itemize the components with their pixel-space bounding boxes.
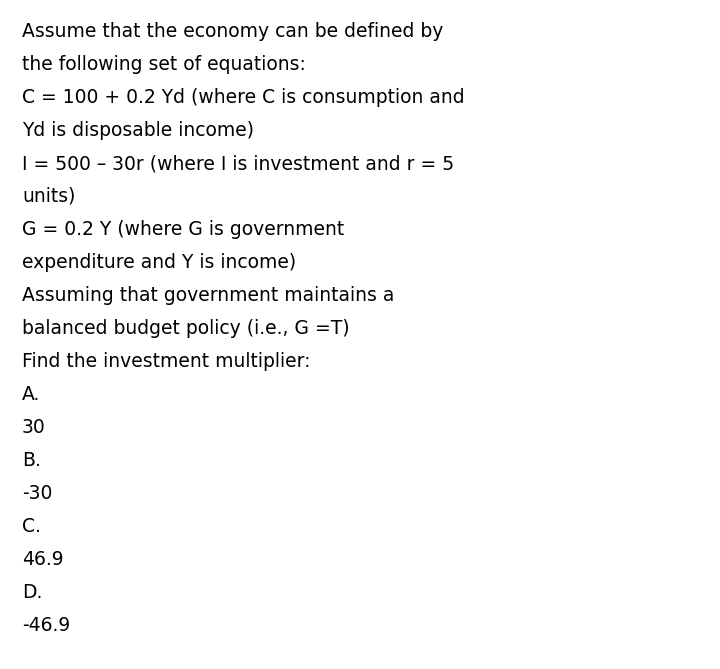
- Text: C.: C.: [22, 517, 41, 536]
- Text: I = 500 – 30r (where I is investment and r = 5: I = 500 – 30r (where I is investment and…: [22, 154, 454, 173]
- Text: Assume that the economy can be defined by: Assume that the economy can be defined b…: [22, 22, 444, 41]
- Text: expenditure and Y is income): expenditure and Y is income): [22, 253, 296, 272]
- Text: units): units): [22, 187, 76, 206]
- Text: Assuming that government maintains a: Assuming that government maintains a: [22, 286, 395, 305]
- Text: A.: A.: [22, 385, 40, 404]
- Text: -46.9: -46.9: [22, 616, 71, 635]
- Text: -30: -30: [22, 484, 53, 503]
- Text: B.: B.: [22, 451, 41, 470]
- Text: D.: D.: [22, 583, 42, 602]
- Text: C = 100 + 0.2 Yd (where C is consumption and: C = 100 + 0.2 Yd (where C is consumption…: [22, 88, 464, 107]
- Text: 46.9: 46.9: [22, 550, 63, 569]
- Text: balanced budget policy (i.e., G =T): balanced budget policy (i.e., G =T): [22, 319, 350, 338]
- Text: Yd is disposable income): Yd is disposable income): [22, 121, 254, 140]
- Text: G = 0.2 Y (where G is government: G = 0.2 Y (where G is government: [22, 220, 344, 239]
- Text: Find the investment multiplier:: Find the investment multiplier:: [22, 352, 310, 371]
- Text: 30: 30: [22, 418, 46, 437]
- Text: the following set of equations:: the following set of equations:: [22, 55, 306, 74]
